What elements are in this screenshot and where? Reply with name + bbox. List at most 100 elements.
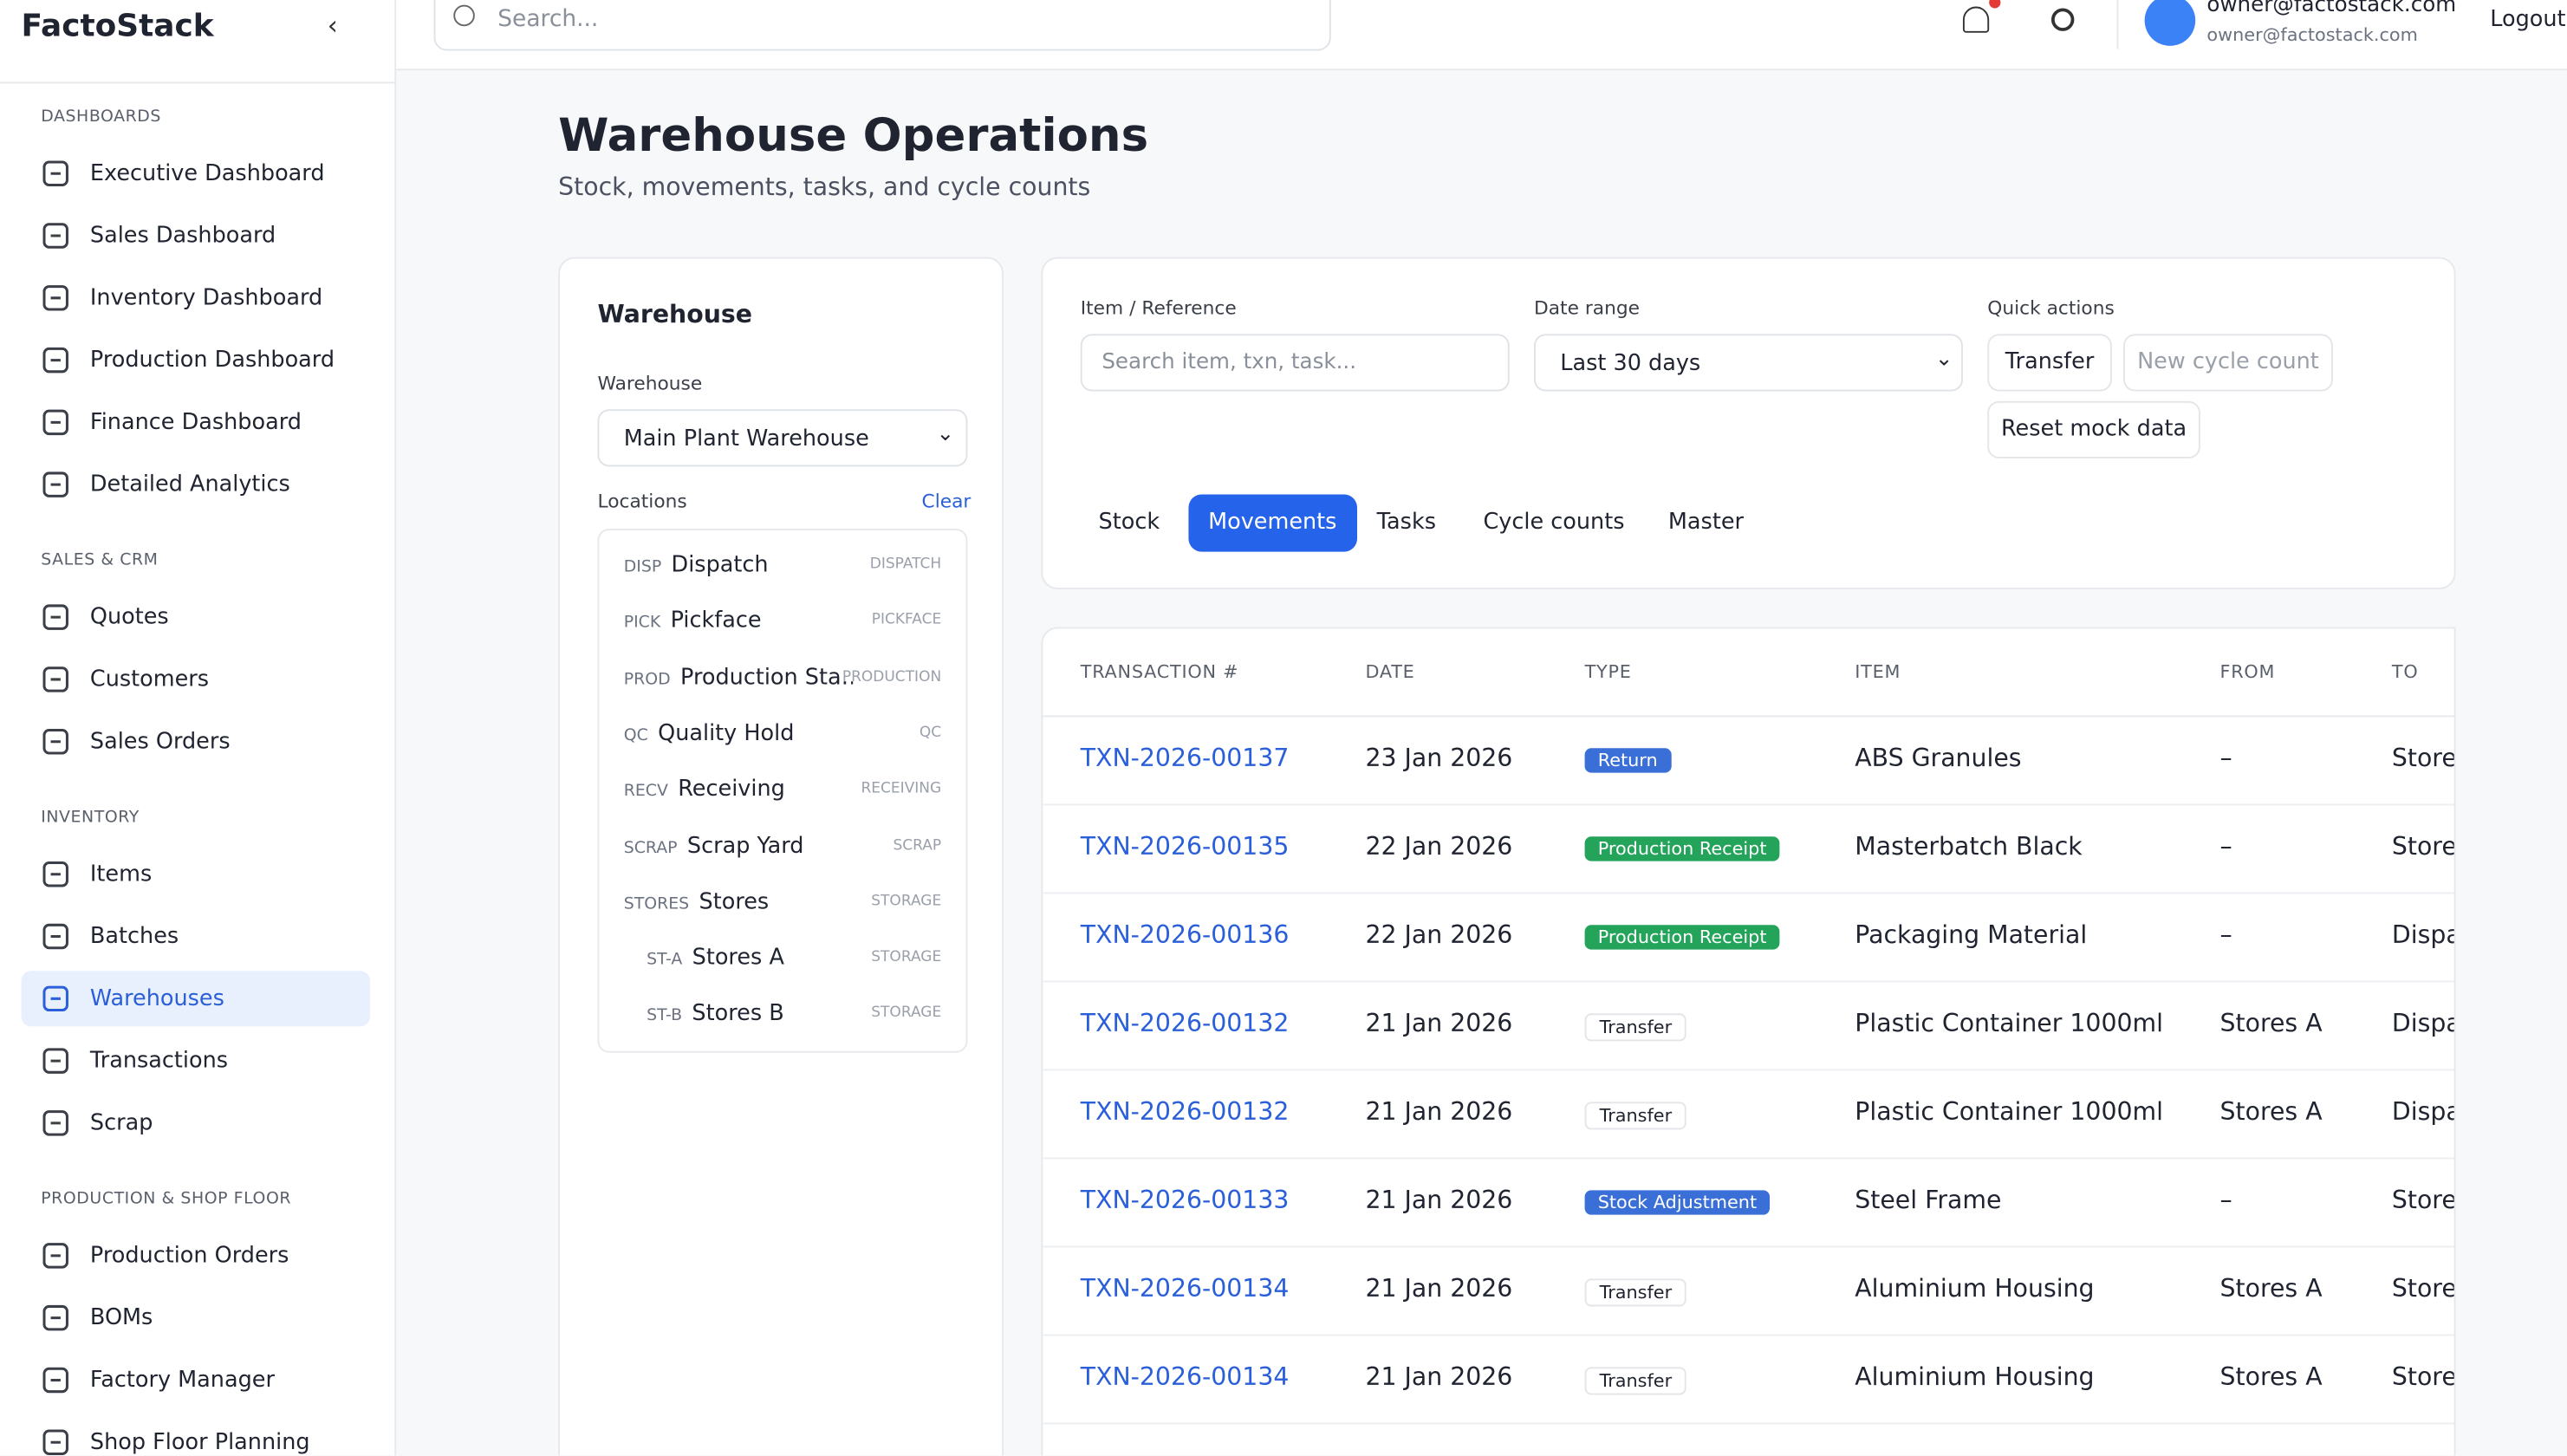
location-row[interactable]: DISP Dispatch DISPATCH (599, 552, 965, 591)
search-input[interactable]: Search item, txn, task... (1080, 334, 1510, 392)
collapse-button[interactable]: ‹ (327, 10, 338, 42)
nav-item[interactable]: Detailed Analytics (89, 471, 290, 498)
location-row[interactable]: PROD Production Sta… PRODUCTION (599, 664, 965, 703)
txn-link[interactable]: TXN-2026-00133 (1080, 1185, 1290, 1215)
location-row[interactable]: ST-A Stores A STORAGE (599, 945, 965, 984)
nav-item[interactable]: Scrap (89, 1109, 153, 1136)
nav-item[interactable]: Factory Manager (89, 1367, 275, 1394)
location-kind: STORAGE (871, 1005, 942, 1023)
nav-item[interactable]: Sales Orders (89, 728, 231, 755)
clear-link[interactable]: Clear (921, 489, 972, 513)
location-label: PICK Pickface (624, 608, 853, 634)
warehouse-select[interactable]: Main Plant Warehouse ⌄ (597, 409, 968, 467)
txn-link[interactable]: TXN-2026-00132 (1080, 1096, 1290, 1127)
cell-to: Stores (2391, 743, 2456, 773)
txn-link[interactable]: TXN-2026-00132 (1080, 1008, 1290, 1038)
section-title: SALES & CRM (41, 551, 159, 570)
field-label: Quick actions (1987, 296, 2115, 320)
tab[interactable]: Tasks (1357, 494, 1456, 551)
location-row[interactable]: STORES Stores STORAGE (599, 888, 965, 927)
nav-item[interactable]: Shop Floor Planning (89, 1429, 310, 1456)
icon-svg (42, 223, 68, 249)
nav-item[interactable]: Customers (89, 666, 210, 693)
txn-link[interactable]: TXN-2026-00134 (1080, 1362, 1290, 1392)
icon (41, 283, 70, 313)
section-title: DASHBOARDS (41, 107, 161, 127)
location-name: Pickface (670, 608, 762, 634)
field-label: Date range (1534, 296, 1641, 320)
cell-date: 21 Jan 2026 (1365, 1362, 1513, 1392)
txn-link[interactable]: TXN-2026-00136 (1080, 920, 1290, 950)
nav-item[interactable]: Transactions (89, 1047, 229, 1075)
tab[interactable]: Stock (1079, 494, 1180, 551)
icon-svg (42, 666, 68, 692)
location-row[interactable]: RECV Receiving RECEIVING (599, 777, 965, 816)
cell-item: Steel Frame (1855, 1185, 2002, 1215)
tab[interactable]: Cycle counts (1464, 494, 1644, 551)
location-code: RECV (623, 783, 668, 802)
action-button[interactable]: Reset mock data (1987, 400, 2200, 458)
logout-button[interactable]: Logout (2490, 6, 2566, 33)
icon (41, 346, 70, 375)
nav-item[interactable]: Production Orders (89, 1242, 289, 1269)
action-button[interactable]: New cycle count (2123, 334, 2333, 392)
brand: FactoStack (21, 8, 214, 45)
settings-icon[interactable] (2050, 8, 2075, 31)
txn-link[interactable]: TXN-2026-00137 (1080, 743, 1290, 773)
icon (41, 922, 70, 952)
icon-svg (42, 1367, 68, 1394)
nav-item[interactable]: Batches (89, 923, 179, 950)
column-header: TO (2391, 661, 2419, 683)
tab[interactable]: Movements (1188, 494, 1357, 552)
txn-link[interactable]: TXN-2026-00134 (1080, 1273, 1290, 1303)
location-name: Stores A (692, 945, 784, 972)
location-row[interactable]: ST-B Stores B STORAGE (599, 1001, 965, 1040)
nav-item[interactable]: Quotes (89, 604, 169, 631)
location-row[interactable]: QC Quality Hold QC (599, 720, 965, 759)
avatar[interactable] (2144, 0, 2196, 46)
cell-item: Plastic Container 1000ml (1855, 1008, 2164, 1038)
nav-item[interactable]: Production Dashboard (89, 347, 335, 374)
date-select[interactable]: Last 30 days ⌄ (1534, 334, 1963, 392)
nav-item[interactable]: Items (89, 861, 153, 887)
icon-svg (42, 1429, 68, 1455)
txn-link[interactable]: TXN-2026-00135 (1080, 831, 1290, 861)
cell-to: Stores (2391, 1185, 2456, 1215)
button-label: New cycle count (2137, 348, 2319, 375)
nav-item[interactable]: BOMs (89, 1304, 153, 1331)
cell-to: Dispatch (2391, 1008, 2454, 1038)
location-code: SCRAP (623, 839, 678, 857)
search-box[interactable]: Search... (433, 0, 1331, 51)
notification-bell[interactable] (1962, 6, 1990, 33)
tab[interactable]: Master (1648, 494, 1763, 551)
location-row[interactable]: SCRAP Scrap Yard SCRAP (599, 833, 965, 872)
column-header: ITEM (1855, 661, 1901, 683)
row-divider (1043, 1157, 2454, 1160)
icon-svg (42, 861, 68, 887)
button-label: Transfer (2005, 348, 2095, 375)
cell-item: Aluminium Housing (1855, 1273, 2095, 1303)
user-email: owner@factostack.com (2206, 24, 2418, 46)
location-row[interactable]: PICK Pickface PICKFACE (599, 608, 965, 647)
section-title: PRODUCTION & SHOP FLOOR (41, 1190, 292, 1209)
location-code: DISP (623, 558, 662, 576)
icon-svg (42, 985, 68, 1012)
cell-from: Stores A (2219, 1008, 2323, 1038)
field-label: Warehouse (597, 371, 703, 395)
active-highlight (21, 971, 370, 1027)
location-label: ST-A Stores A (647, 945, 892, 971)
column-header: TRANSACTION # (1080, 661, 1239, 683)
chevron: ⌄ (936, 422, 955, 447)
column-header: FROM (2219, 661, 2276, 683)
nav-item[interactable]: Warehouses (89, 985, 224, 1012)
nav-item[interactable]: Executive Dashboard (89, 160, 325, 187)
icon-svg (42, 923, 68, 950)
location-code: PICK (623, 614, 661, 633)
nav-item[interactable]: Sales Dashboard (89, 222, 276, 250)
nav-item[interactable]: Inventory Dashboard (89, 284, 323, 311)
action-button[interactable]: Transfer (1987, 334, 2112, 392)
icon (41, 1108, 70, 1138)
location-kind: QC (919, 725, 942, 742)
nav-item[interactable]: Finance Dashboard (89, 409, 302, 436)
